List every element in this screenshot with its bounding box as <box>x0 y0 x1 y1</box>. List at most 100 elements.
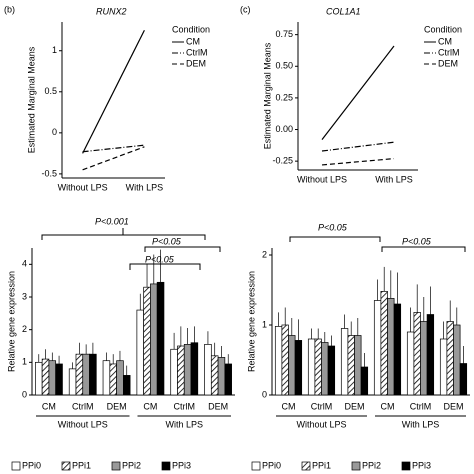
y-tick-label: 1 <box>52 45 57 55</box>
chart-title: COL1A1 <box>326 6 361 16</box>
legend-label: PPi1 <box>72 460 91 470</box>
group-label: Without LPS <box>58 419 108 429</box>
bar <box>48 360 57 396</box>
group-label: Without LPS <box>296 419 346 429</box>
legend-title: Condition <box>172 24 210 34</box>
x-tick-label: DEM <box>208 401 228 411</box>
x-tick-label: CtrlM <box>174 401 196 411</box>
x-tick-label: CtrlM <box>311 401 333 411</box>
y-tick-label: 0 <box>22 389 27 399</box>
legend-label: PPi0 <box>22 460 41 470</box>
bar <box>360 366 369 396</box>
legend-label: PPi1 <box>312 460 331 470</box>
series-line <box>321 45 395 141</box>
legend-swatch <box>111 461 121 471</box>
bar <box>156 281 165 396</box>
x-tick-label: CM <box>143 401 157 411</box>
bar <box>170 348 178 396</box>
bar <box>354 335 362 396</box>
y-tick-label: 4 <box>22 259 27 269</box>
bar <box>224 363 232 396</box>
bar <box>68 368 77 396</box>
legend-swatch <box>351 461 361 471</box>
x-tick-label: Without LPS <box>297 174 347 184</box>
legend-label: CtrlM <box>438 47 460 57</box>
y-tick-label: 0.25 <box>275 92 293 102</box>
x-tick-label: With LPS <box>126 182 164 192</box>
bar <box>177 345 185 396</box>
y-tick-label: 0 <box>52 127 57 137</box>
y-tick-label: 0.75 <box>275 29 293 39</box>
series-line <box>321 141 395 152</box>
x-tick-label: CtrlM <box>410 401 432 411</box>
bar <box>116 360 124 396</box>
x-tick-label: CM <box>282 401 296 411</box>
legend-label: PPi2 <box>122 460 141 470</box>
x-tick-label: DEM <box>444 401 464 411</box>
x-tick-label: DEM <box>107 401 127 411</box>
panel-label: (b) <box>4 4 15 14</box>
bar <box>327 345 336 396</box>
bar <box>446 321 454 396</box>
x-tick-label: With LPS <box>375 174 413 184</box>
legend-label: CM <box>438 36 452 46</box>
bar <box>393 303 402 396</box>
panel-label: (c) <box>240 4 251 14</box>
annotation: P<0.05 <box>152 236 182 246</box>
bar <box>459 363 468 396</box>
x-tick-label: Without LPS <box>58 182 108 192</box>
y-tick-label: 2 <box>22 324 27 334</box>
chart-title: RUNX2 <box>96 6 127 16</box>
bar <box>190 342 199 396</box>
bar <box>82 353 90 396</box>
bar <box>150 283 158 396</box>
legend-label: PPi0 <box>262 460 281 470</box>
group-label: With LPS <box>402 419 440 429</box>
bar <box>204 344 212 396</box>
series-line <box>82 144 145 153</box>
legend-label: DEM <box>186 58 206 68</box>
bar <box>217 357 226 396</box>
y-tick-label: -0.25 <box>272 156 293 166</box>
y-tick-label: 2 <box>262 249 267 259</box>
x-tick-label: CM <box>42 401 56 411</box>
y-axis-label: Estimated Marginal Means <box>262 42 272 149</box>
bar <box>453 324 461 396</box>
bar <box>294 340 303 396</box>
legend-swatch <box>401 461 411 471</box>
annotation: P<0.001 <box>95 216 129 226</box>
bar <box>347 335 355 396</box>
bar <box>288 335 296 396</box>
group-label: With LPS <box>165 419 203 429</box>
x-tick-label: DEM <box>345 401 365 411</box>
bar <box>307 338 316 396</box>
bar <box>281 324 289 396</box>
legend-swatch <box>301 461 311 471</box>
legend-label: PPi2 <box>362 460 381 470</box>
legend-label: DEM <box>438 58 458 68</box>
bar <box>122 375 131 396</box>
bar <box>102 360 111 396</box>
y-axis-label: Estimated Marginal Means <box>26 46 36 153</box>
bar <box>143 286 151 396</box>
series-line <box>82 29 145 154</box>
y-tick-label: 3 <box>22 291 27 301</box>
annotation: P<0.05 <box>318 222 348 232</box>
legend-label: CM <box>186 36 200 46</box>
legend-swatch <box>61 461 71 471</box>
bar <box>89 353 97 396</box>
annotation: P<0.05 <box>402 236 432 246</box>
legend-label: PPi3 <box>172 460 191 470</box>
legend-title: Condition <box>424 24 462 34</box>
bar <box>41 358 50 396</box>
bar <box>136 309 144 396</box>
legend-swatch <box>161 461 171 471</box>
bar <box>439 338 448 396</box>
y-axis-label: Relative gene expression <box>246 271 256 372</box>
annotation: P<0.05 <box>145 254 175 264</box>
legend-label: PPi3 <box>412 460 431 470</box>
y-tick-label: 0 <box>262 389 267 399</box>
x-tick-label: CtrlM <box>72 401 94 411</box>
legend-label: CtrlM <box>186 47 208 57</box>
